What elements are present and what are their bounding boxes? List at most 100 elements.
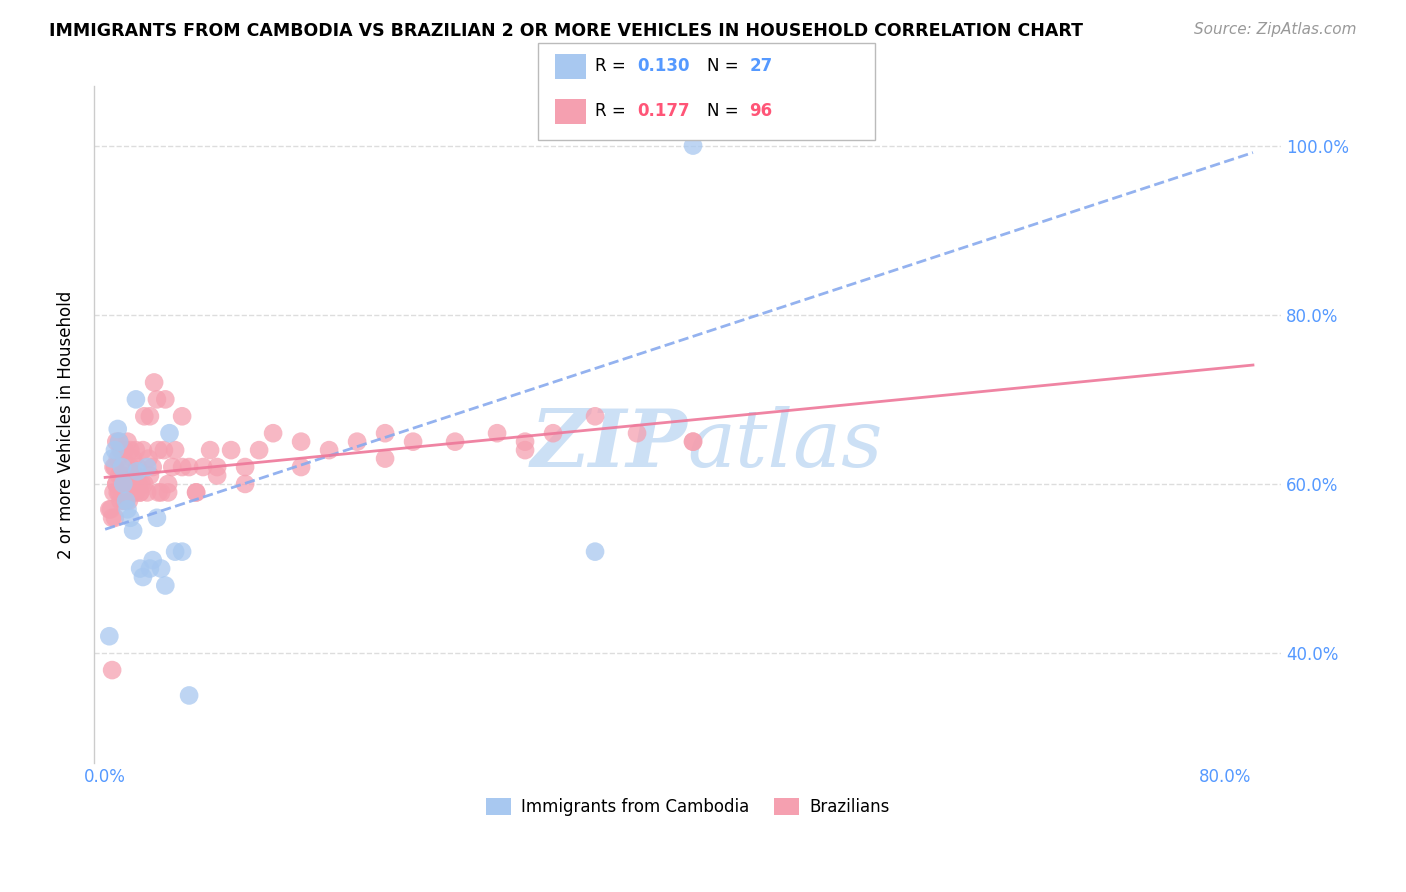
Immigrants from Cambodia xyxy=(101,451,124,466)
Brazilians xyxy=(142,460,165,475)
Brazilians xyxy=(513,434,536,449)
Brazilians xyxy=(157,477,180,491)
Brazilians xyxy=(205,468,228,483)
Brazilians xyxy=(107,451,129,466)
Brazilians xyxy=(139,409,162,424)
Brazilians xyxy=(233,477,256,491)
Text: 0.130: 0.130 xyxy=(637,57,689,75)
Immigrants from Cambodia xyxy=(146,510,169,524)
Brazilians xyxy=(118,494,141,508)
Text: IMMIGRANTS FROM CAMBODIA VS BRAZILIAN 2 OR MORE VEHICLES IN HOUSEHOLD CORRELATIO: IMMIGRANTS FROM CAMBODIA VS BRAZILIAN 2 … xyxy=(49,22,1083,40)
Brazilians xyxy=(105,434,128,449)
Brazilians xyxy=(219,443,242,458)
Brazilians xyxy=(131,477,153,491)
Text: R =: R = xyxy=(595,57,631,75)
Brazilians xyxy=(121,477,143,491)
Brazilians xyxy=(128,477,150,491)
Brazilians xyxy=(146,392,169,407)
Brazilians xyxy=(162,460,184,475)
Brazilians xyxy=(111,485,134,500)
Immigrants from Cambodia xyxy=(115,494,138,508)
Brazilians xyxy=(233,460,256,475)
Brazilians xyxy=(682,434,704,449)
Brazilians xyxy=(107,485,129,500)
Text: Source: ZipAtlas.com: Source: ZipAtlas.com xyxy=(1194,22,1357,37)
Brazilians xyxy=(198,443,221,458)
Brazilians xyxy=(100,502,122,516)
Brazilians xyxy=(172,460,194,475)
Brazilians xyxy=(626,426,648,441)
Brazilians xyxy=(165,443,187,458)
Brazilians xyxy=(172,409,194,424)
Text: atlas: atlas xyxy=(688,406,883,483)
Brazilians xyxy=(120,460,142,475)
Brazilians xyxy=(122,477,145,491)
Brazilians xyxy=(134,409,156,424)
Brazilians xyxy=(103,460,125,475)
Brazilians xyxy=(129,485,152,500)
Brazilians xyxy=(541,426,564,441)
Immigrants from Cambodia xyxy=(120,510,142,524)
Brazilians xyxy=(112,485,135,500)
Brazilians xyxy=(101,663,124,677)
Brazilians xyxy=(402,434,425,449)
Brazilians xyxy=(124,468,146,483)
Brazilians xyxy=(117,434,139,449)
Immigrants from Cambodia xyxy=(165,544,187,558)
Brazilians xyxy=(127,460,149,475)
Text: 0.177: 0.177 xyxy=(637,103,689,120)
Brazilians xyxy=(108,434,131,449)
Brazilians xyxy=(115,485,138,500)
Text: 96: 96 xyxy=(749,103,772,120)
Brazilians xyxy=(114,443,136,458)
Immigrants from Cambodia xyxy=(104,443,127,458)
Brazilians xyxy=(115,494,138,508)
Immigrants from Cambodia xyxy=(111,460,134,475)
Immigrants from Cambodia xyxy=(125,392,148,407)
Brazilians xyxy=(148,443,170,458)
Immigrants from Cambodia xyxy=(108,434,131,449)
Brazilians xyxy=(125,443,148,458)
Y-axis label: 2 or more Vehicles in Household: 2 or more Vehicles in Household xyxy=(58,291,75,559)
Brazilians xyxy=(143,376,166,390)
Immigrants from Cambodia xyxy=(682,138,704,153)
Text: ZIP: ZIP xyxy=(530,406,688,483)
Brazilians xyxy=(157,485,180,500)
Text: 27: 27 xyxy=(749,57,773,75)
Brazilians xyxy=(444,434,467,449)
Brazilians xyxy=(111,468,134,483)
Brazilians xyxy=(122,451,145,466)
Brazilians xyxy=(290,434,312,449)
Brazilians xyxy=(346,434,368,449)
Text: N =: N = xyxy=(707,103,744,120)
Brazilians xyxy=(139,468,162,483)
Brazilians xyxy=(290,460,312,475)
Brazilians xyxy=(104,510,127,524)
Brazilians xyxy=(125,485,148,500)
Brazilians xyxy=(191,460,214,475)
Brazilians xyxy=(374,426,396,441)
Brazilians xyxy=(120,443,142,458)
Brazilians xyxy=(110,443,132,458)
Immigrants from Cambodia xyxy=(129,561,152,575)
Brazilians xyxy=(486,426,509,441)
Brazilians xyxy=(155,392,177,407)
Brazilians xyxy=(513,443,536,458)
Brazilians xyxy=(114,494,136,508)
Immigrants from Cambodia xyxy=(583,544,606,558)
Brazilians xyxy=(122,485,145,500)
Immigrants from Cambodia xyxy=(136,460,159,475)
Brazilians xyxy=(105,477,128,491)
Brazilians xyxy=(148,485,170,500)
Immigrants from Cambodia xyxy=(139,561,162,575)
Brazilians xyxy=(125,468,148,483)
Brazilians xyxy=(153,443,176,458)
Immigrants from Cambodia xyxy=(112,477,135,491)
Brazilians xyxy=(262,426,284,441)
Brazilians xyxy=(150,485,173,500)
Brazilians xyxy=(111,443,134,458)
Brazilians xyxy=(132,443,155,458)
Brazilians xyxy=(120,485,142,500)
Brazilians xyxy=(98,502,121,516)
Brazilians xyxy=(184,485,207,500)
